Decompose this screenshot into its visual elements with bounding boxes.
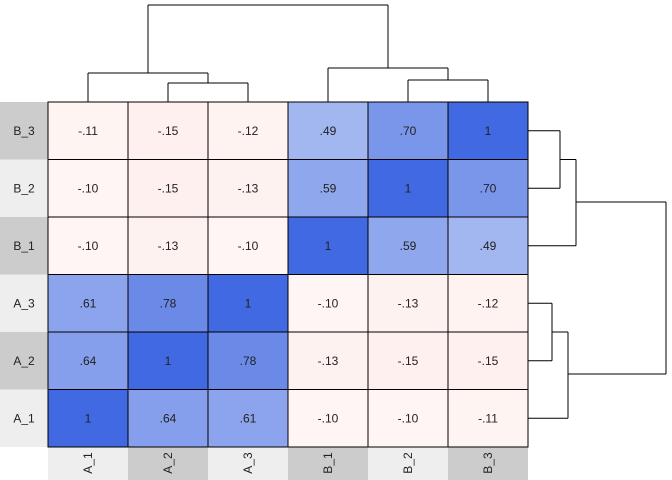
- row-dendrogram: [528, 130, 667, 419]
- cell-value-label: -.10: [238, 239, 259, 253]
- cell-value-label: -.13: [158, 239, 179, 253]
- heatmap-cell-B_3-A_3: [207, 101, 289, 160]
- heatmap-cell-B_2-A_2: [127, 159, 209, 218]
- cell-value-label: -.12: [478, 296, 499, 310]
- column-label-background: [368, 446, 448, 480]
- row-label-A_2: A_2: [13, 354, 35, 368]
- column-label-background: [448, 446, 528, 480]
- heatmap-cell-B_1-A_1: [47, 216, 129, 275]
- row-label-background: [0, 217, 48, 275]
- cell-value-label: -.10: [78, 181, 99, 195]
- cell-value-label: -.13: [238, 181, 259, 195]
- row-label-A_3: A_3: [13, 296, 35, 310]
- row-label-background: [0, 389, 48, 447]
- cell-value-label: -.11: [78, 124, 98, 138]
- column-label-background: [208, 446, 288, 480]
- column-label-background: [128, 446, 208, 480]
- heatmap-cell-A_1-A_2: [127, 389, 209, 448]
- heatmap-cell-A_1-A_3: [207, 389, 289, 448]
- row-label-background: [0, 102, 48, 160]
- heatmap-cell-A_3-B_3: [447, 274, 529, 333]
- heatmap-cells: -.11 -.15 -.12 .49 .70 1 -.10 -.15 -.13 .59 1 .70 -.…: [47, 101, 529, 448]
- column-dendrogram: [87, 4, 489, 102]
- cell-value-label: .70: [480, 181, 497, 195]
- cell-value-label: 1: [485, 124, 492, 138]
- cell-value-label: 1: [85, 411, 92, 425]
- cell-value-label: .64: [80, 354, 97, 368]
- row-label-background: [0, 159, 48, 217]
- heatmap-cell-B_2-B_3: [447, 159, 529, 218]
- row-labels: B_3 B_2 B_1 A_3 A_2 A_1: [0, 102, 48, 447]
- column-label-B_1: B_1: [321, 452, 335, 474]
- cell-value-label: .70: [400, 124, 417, 138]
- cell-value-label: 1: [405, 181, 412, 195]
- heatmap-cell-A_1-B_3: [447, 389, 529, 448]
- cell-value-label: -.10: [318, 411, 339, 425]
- cell-value-label: -.10: [398, 411, 419, 425]
- row-label-background: [0, 332, 48, 390]
- row-label-B_2: B_2: [13, 181, 35, 195]
- heatmap-cell-B_2-B_1: [287, 159, 369, 218]
- cell-value-label: .78: [240, 354, 257, 368]
- cell-value-label: .49: [320, 124, 337, 138]
- cell-value-label: -.15: [158, 124, 179, 138]
- heatmap-cell-A_3-B_1: [287, 274, 369, 333]
- cell-value-label: -.10: [78, 239, 99, 253]
- heatmap-cell-B_2-B_2: [367, 159, 449, 218]
- heatmap-cell-A_1-B_1: [287, 389, 369, 448]
- column-label-A_3: A_3: [241, 452, 255, 474]
- row-label-B_1: B_1: [13, 239, 35, 253]
- row-label-B_3: B_3: [13, 124, 35, 138]
- cell-value-label: -.15: [158, 181, 179, 195]
- cell-value-label: 1: [165, 354, 172, 368]
- row-label-A_1: A_1: [13, 411, 35, 425]
- cell-value-label: -.13: [318, 354, 339, 368]
- heatmap-cell-B_1-A_3: [207, 216, 289, 275]
- cell-value-label: .49: [480, 239, 497, 253]
- cell-value-label: .64: [160, 411, 177, 425]
- heatmap-cell-A_3-B_2: [367, 274, 449, 333]
- column-label-A_2: A_2: [161, 452, 175, 474]
- cell-value-label: 1: [325, 239, 332, 253]
- cell-value-label: -.11: [478, 411, 498, 425]
- cell-value-label: .61: [240, 411, 257, 425]
- cell-value-label: -.15: [398, 354, 419, 368]
- column-label-background: [48, 446, 128, 480]
- heatmap-cell-B_1-B_1: [287, 216, 369, 275]
- column-label-B_3: B_3: [481, 452, 495, 474]
- cell-value-label: -.13: [398, 296, 419, 310]
- cell-value-label: .61: [80, 296, 97, 310]
- heatmap-cell-B_1-B_3: [447, 216, 529, 275]
- heatmap-cell-B_1-B_2: [367, 216, 449, 275]
- cell-value-label: 1: [245, 296, 252, 310]
- column-labels: A_1 A_2 A_3 B_1 B_2 B_3: [48, 446, 528, 480]
- heatmap-cell-A_3-A_1: [47, 274, 129, 333]
- heatmap-cell-A_3-A_3: [207, 274, 289, 333]
- column-label-B_2: B_2: [401, 452, 415, 474]
- row-label-background: [0, 274, 48, 332]
- heatmap-cell-B_3-B_1: [287, 101, 369, 160]
- cell-value-label: .78: [160, 296, 177, 310]
- cell-value-label: -.15: [478, 354, 499, 368]
- cell-value-label: .59: [400, 239, 417, 253]
- column-label-A_1: A_1: [81, 452, 95, 474]
- cell-value-label: .59: [320, 181, 337, 195]
- heatmap-cell-B_2-A_3: [207, 159, 289, 218]
- column-label-background: [288, 446, 368, 480]
- heatmap-cell-B_1-A_2: [127, 216, 209, 275]
- cell-value-label: -.12: [238, 124, 259, 138]
- cell-value-label: -.10: [318, 296, 339, 310]
- heatmap-cell-A_3-A_2: [127, 274, 209, 333]
